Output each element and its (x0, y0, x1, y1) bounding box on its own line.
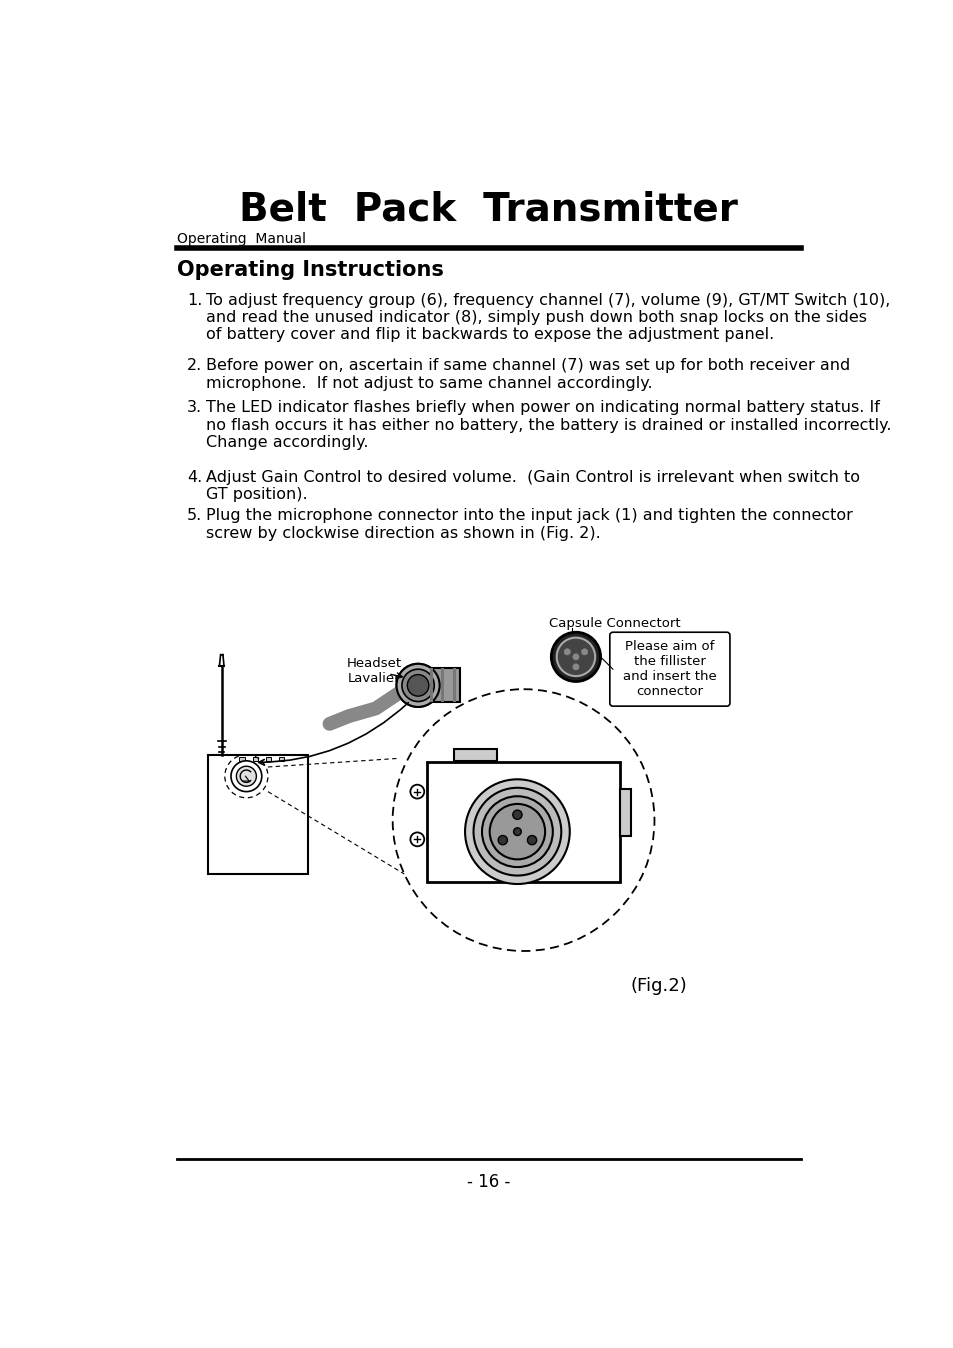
Text: The LED indicator flashes briefly when power on indicating normal battery status: The LED indicator flashes briefly when p… (206, 400, 891, 450)
Text: 5.: 5. (187, 508, 202, 523)
Text: Before power on, ascertain if same channel (7) was set up for both receiver and
: Before power on, ascertain if same chann… (206, 359, 850, 391)
FancyBboxPatch shape (609, 632, 729, 706)
Circle shape (236, 766, 256, 786)
Circle shape (572, 663, 578, 670)
Text: To adjust frequency group (6), frequency channel (7), volume (9), GT/MT Switch (: To adjust frequency group (6), frequency… (206, 293, 890, 342)
Bar (239, 758, 245, 760)
Text: Operating  Manual: Operating Manual (177, 232, 306, 245)
Bar (278, 758, 284, 760)
Text: 3.: 3. (187, 400, 202, 415)
Circle shape (481, 797, 552, 867)
Bar (253, 758, 257, 760)
Text: Belt  Pack  Transmitter: Belt Pack Transmitter (239, 190, 738, 229)
Text: Plug the microphone connector into the input jack (1) and tighten the connector
: Plug the microphone connector into the i… (206, 508, 852, 541)
Bar (208, 755, 308, 874)
Circle shape (410, 785, 424, 798)
Circle shape (557, 638, 595, 677)
Bar (454, 748, 497, 760)
Circle shape (410, 833, 424, 847)
Text: (Fig.2): (Fig.2) (630, 977, 687, 995)
Circle shape (231, 760, 261, 791)
Circle shape (527, 836, 537, 845)
Text: Capsule Connectort: Capsule Connectort (548, 617, 679, 631)
Circle shape (464, 779, 569, 884)
Circle shape (407, 674, 429, 696)
Text: - 16 -: - 16 - (467, 1173, 510, 1192)
Bar (440, 669, 444, 702)
Circle shape (396, 663, 439, 706)
Bar (619, 790, 630, 836)
Text: 2.: 2. (187, 359, 202, 373)
Text: 4.: 4. (187, 469, 202, 485)
Circle shape (513, 828, 520, 836)
Circle shape (401, 669, 434, 701)
Text: Operating Instructions: Operating Instructions (177, 260, 443, 279)
Bar (265, 758, 271, 760)
Circle shape (473, 787, 560, 876)
Circle shape (407, 674, 429, 696)
Text: Headset
Lavalier: Headset Lavalier (346, 656, 401, 685)
Circle shape (401, 669, 434, 701)
Text: 1.: 1. (187, 293, 202, 307)
Text: Adjust Gain Control to desired volume.  (Gain Control is irrelevant when switch : Adjust Gain Control to desired volume. (… (206, 469, 860, 503)
Circle shape (513, 810, 521, 820)
Circle shape (581, 648, 587, 655)
Circle shape (572, 654, 578, 661)
Bar (453, 669, 456, 702)
Text: Please aim of
the fillister
and insert the
connector: Please aim of the fillister and insert t… (622, 640, 716, 698)
Circle shape (497, 836, 507, 845)
Bar (429, 669, 433, 702)
Bar (417, 669, 460, 702)
Circle shape (396, 663, 439, 706)
Circle shape (551, 632, 600, 682)
Circle shape (563, 648, 570, 655)
Circle shape (393, 689, 654, 950)
Bar (427, 763, 619, 882)
Circle shape (489, 803, 544, 860)
